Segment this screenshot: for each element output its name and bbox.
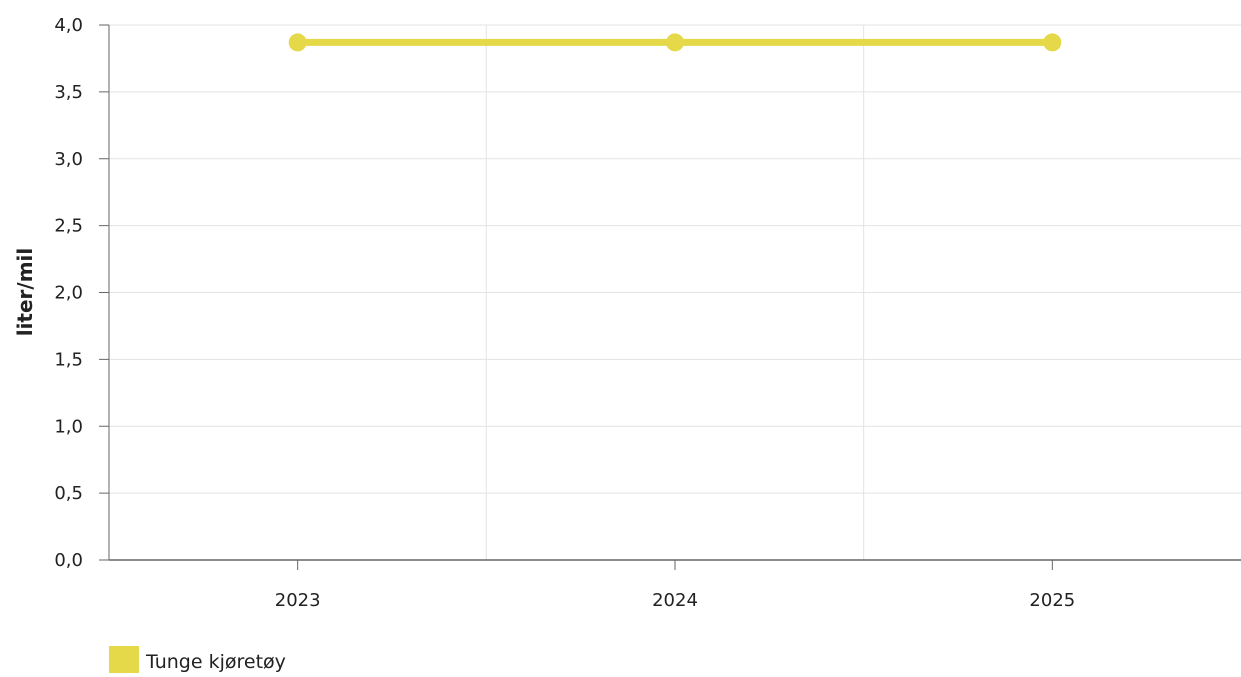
axes	[99, 24, 1241, 570]
series-lines	[288, 33, 1062, 52]
legend-swatch	[109, 646, 139, 673]
y-tick-label: 1,0	[54, 416, 83, 437]
grid-lines	[109, 24, 1241, 560]
legend-label: Tunge kjøretøy	[145, 651, 286, 673]
x-tick-label: 2023	[275, 590, 321, 611]
y-tick-label: 0,5	[54, 483, 83, 504]
data-point[interactable]	[666, 33, 684, 52]
y-tick-label: 0,0	[54, 550, 83, 571]
y-axis-title: liter/mil	[13, 248, 37, 337]
y-tick-label: 2,5	[54, 216, 83, 237]
legend[interactable]: Tunge kjøretøy	[109, 646, 286, 673]
data-point[interactable]	[288, 33, 307, 52]
y-tick-label: 1,5	[54, 349, 83, 370]
y-tick-label: 3,5	[54, 82, 83, 103]
x-tick-label: 2024	[652, 590, 698, 611]
y-tick-label: 2,0	[54, 283, 83, 304]
data-point[interactable]	[1043, 33, 1062, 52]
tick-labels: 0,0 0,5 1,0 1,5 2,0 2,5 3,0 3,5 4,0 2023 2024 2025	[54, 15, 1075, 611]
y-tick-label: 4,0	[54, 15, 83, 36]
x-tick-label: 2025	[1029, 590, 1075, 611]
y-tick-label: 3,0	[54, 149, 83, 170]
